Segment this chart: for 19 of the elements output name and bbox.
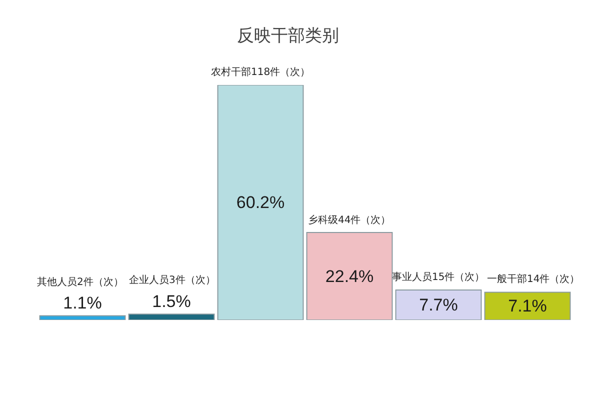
data-label: 60.2% <box>236 193 285 212</box>
data-label: 7.7% <box>419 295 458 314</box>
data-label: 7.1% <box>508 296 547 316</box>
data-label: 1.5% <box>152 292 191 312</box>
bar <box>39 315 126 320</box>
bar <box>217 85 304 320</box>
x-tick-label: 乡科级44件（次） <box>308 214 391 226</box>
bar <box>306 232 393 320</box>
chart-title: 反映干部类别 <box>237 26 339 46</box>
x-tick-label: 事业人员15件（次） <box>392 271 485 283</box>
bar <box>395 289 482 320</box>
x-tick-label: 农村干部118件（次） <box>211 66 310 78</box>
x-tick-label: 一般干部14件（次） <box>487 273 580 285</box>
bar <box>128 314 215 320</box>
x-tick-label: 企业人员3件（次） <box>129 274 216 286</box>
x-tick-label: 其他人员2件（次） <box>37 276 124 288</box>
bar <box>484 292 571 320</box>
data-label: 1.1% <box>63 294 102 313</box>
data-label: 22.4% <box>325 266 374 286</box>
